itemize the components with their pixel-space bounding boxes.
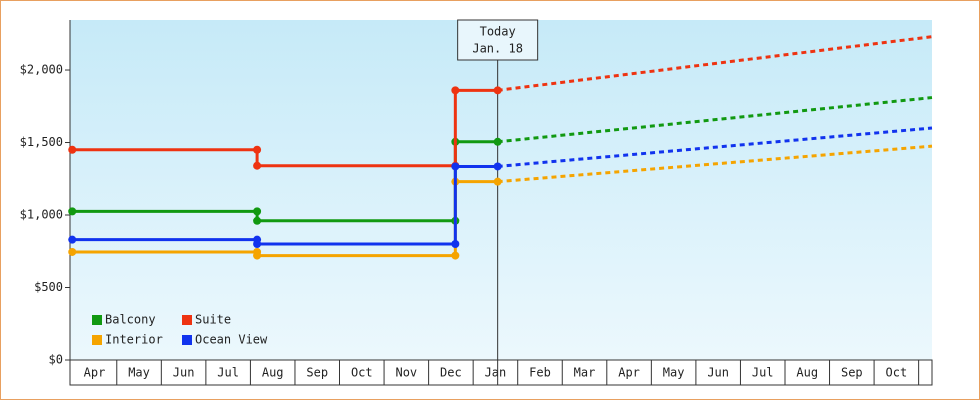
legend-label: Suite (195, 313, 231, 327)
legend-label: Balcony (105, 313, 156, 327)
x-tick-label: Jun (173, 366, 195, 380)
data-point (253, 216, 262, 225)
data-point (493, 137, 502, 146)
x-tick-label: Aug (796, 366, 818, 380)
y-tick-label: $1,500 (20, 135, 63, 149)
x-tick-label: Jan (485, 366, 507, 380)
x-tick-label: Feb (529, 366, 551, 380)
y-tick-label: $2,000 (20, 63, 63, 77)
x-tick-label: Aug (262, 366, 284, 380)
series-line (72, 180, 498, 258)
x-tick-label: Jun (707, 366, 729, 380)
data-point (253, 251, 262, 260)
data-point (68, 235, 77, 244)
today-box (457, 19, 539, 61)
data-point (253, 240, 262, 249)
today-date: Jan. 18 (472, 42, 523, 56)
x-tick-label: Oct (886, 366, 908, 380)
legend-swatch (182, 335, 192, 345)
series-line (72, 164, 498, 246)
legend-swatch (182, 315, 192, 325)
x-tick-label: Apr (84, 366, 106, 380)
y-tick-label: $1,000 (20, 208, 63, 222)
data-point (68, 207, 77, 216)
data-point (493, 162, 502, 171)
x-tick-label: Jul (217, 366, 239, 380)
x-tick-label: Apr (618, 366, 640, 380)
y-tick-label: $500 (34, 280, 63, 294)
data-point (253, 207, 262, 216)
data-point (253, 161, 262, 170)
data-point (68, 145, 77, 154)
x-tick-label: Jul (752, 366, 774, 380)
x-tick-label: Mar (574, 366, 596, 380)
data-point (451, 162, 460, 171)
x-tick-label: Sep (306, 366, 328, 380)
x-tick-label: May (128, 366, 150, 380)
forecast-line (497, 96, 933, 144)
x-tick-label: Sep (841, 366, 863, 380)
forecast-line (497, 144, 933, 184)
today-label: Today (480, 25, 516, 39)
data-point (451, 240, 460, 249)
series-line (72, 88, 498, 168)
data-point (493, 177, 502, 186)
y-tick-label: $0 (49, 353, 63, 367)
x-tick-label: Nov (395, 366, 417, 380)
legend-label: Ocean View (195, 333, 268, 347)
data-point (493, 86, 502, 95)
plot-area (70, 20, 932, 360)
legend-swatch (92, 315, 102, 325)
x-tick-label: Oct (351, 366, 373, 380)
data-point (451, 251, 460, 260)
series-line (72, 140, 498, 223)
x-tick-label: Dec (440, 366, 462, 380)
forecast-line (497, 35, 933, 92)
data-point (68, 247, 77, 256)
forecast-line (497, 126, 933, 168)
data-point (253, 145, 262, 154)
legend-label: Interior (105, 333, 163, 347)
data-point (451, 86, 460, 95)
legend-swatch (92, 335, 102, 345)
x-tick-label: May (663, 366, 685, 380)
